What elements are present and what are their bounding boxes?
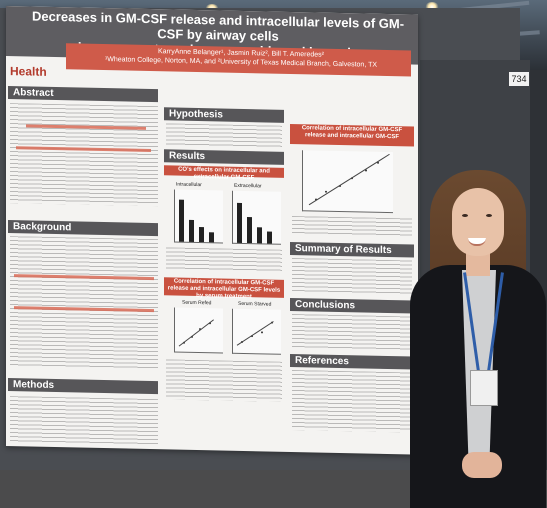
abstract-heading: Abstract bbox=[8, 86, 158, 103]
bar bbox=[267, 231, 272, 244]
figure-caption bbox=[166, 359, 282, 402]
ceiling-light bbox=[425, 2, 439, 12]
institution-logo-text: Health bbox=[10, 64, 47, 79]
conclusions-text bbox=[292, 313, 412, 351]
extracellular-chart-title: Extracellular bbox=[234, 182, 262, 190]
methods-text bbox=[10, 396, 158, 446]
bar bbox=[199, 227, 204, 243]
fit-line bbox=[178, 319, 214, 347]
hypothesis-heading: Hypothesis bbox=[164, 107, 284, 123]
correlation-serum-heading: Correlation of intracellular GM-CSF rele… bbox=[164, 277, 284, 300]
results-heading: Results bbox=[164, 149, 284, 165]
references-heading: References bbox=[290, 353, 414, 370]
intracellular-bar-chart bbox=[174, 189, 223, 244]
person-eye bbox=[462, 214, 468, 217]
extracellular-bar-chart bbox=[232, 190, 281, 245]
person-smile bbox=[468, 238, 486, 246]
abstract-text bbox=[10, 103, 158, 207]
serum-refed-title: Serum Refed bbox=[182, 299, 212, 307]
fit-line bbox=[308, 153, 390, 206]
bar bbox=[247, 217, 252, 244]
references-text bbox=[292, 369, 412, 433]
booth-number-tag: 734 bbox=[509, 72, 529, 86]
research-poster: Decreases in GM-CSF release and intracel… bbox=[6, 6, 418, 455]
correlation-scatter bbox=[302, 150, 393, 214]
name-badge bbox=[470, 370, 498, 406]
methods-heading: Methods bbox=[8, 378, 158, 395]
point bbox=[261, 331, 263, 334]
bar bbox=[237, 202, 242, 243]
figure-caption bbox=[166, 247, 282, 272]
bar bbox=[209, 232, 214, 243]
person-neck bbox=[466, 252, 490, 276]
hypothesis-text bbox=[166, 123, 282, 148]
intracellular-chart-title: Intracellular bbox=[176, 181, 202, 189]
co-effects-heading: CO's effects on intracellular and extrac… bbox=[164, 165, 284, 181]
background-text bbox=[10, 236, 158, 370]
correlation-heading: Correlation of intracellular GM-CSF rele… bbox=[290, 123, 414, 147]
conclusions-heading: Conclusions bbox=[290, 297, 414, 314]
summary-heading: Summary of Results bbox=[290, 241, 414, 258]
person-eye bbox=[486, 214, 492, 217]
serum-refed-scatter bbox=[174, 307, 223, 354]
person-hands bbox=[462, 452, 502, 478]
bar bbox=[189, 219, 194, 242]
serum-starved-scatter bbox=[232, 308, 281, 355]
figure-caption bbox=[292, 215, 412, 237]
bar bbox=[257, 227, 262, 244]
bar bbox=[179, 199, 184, 242]
fit-line bbox=[236, 321, 274, 346]
serum-starved-title: Serum Starved bbox=[238, 300, 272, 308]
summary-text bbox=[292, 257, 412, 295]
background-heading: Background bbox=[8, 220, 158, 237]
